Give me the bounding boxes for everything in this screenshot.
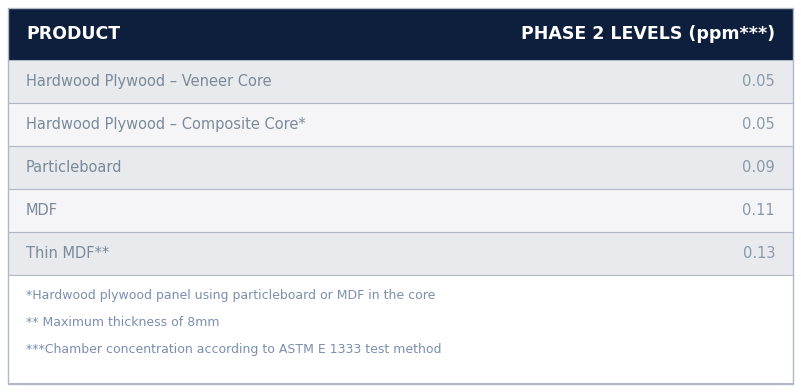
Text: Hardwood Plywood – Veneer Core: Hardwood Plywood – Veneer Core <box>26 74 272 89</box>
Text: PHASE 2 LEVELS (ppm***): PHASE 2 LEVELS (ppm***) <box>521 25 775 43</box>
Text: 0.05: 0.05 <box>743 117 775 132</box>
Text: Hardwood Plywood – Composite Core*: Hardwood Plywood – Composite Core* <box>26 117 306 132</box>
Bar <box>8 60 793 103</box>
Bar <box>8 8 793 60</box>
Text: 0.13: 0.13 <box>743 246 775 261</box>
Bar <box>8 232 793 275</box>
Bar <box>8 103 793 146</box>
Bar <box>8 189 793 232</box>
Text: MDF: MDF <box>26 203 58 218</box>
Text: ** Maximum thickness of 8mm: ** Maximum thickness of 8mm <box>26 316 219 329</box>
Text: Particleboard: Particleboard <box>26 160 123 175</box>
Text: 0.05: 0.05 <box>743 74 775 89</box>
Text: 0.09: 0.09 <box>743 160 775 175</box>
Bar <box>8 146 793 189</box>
Bar <box>8 275 793 384</box>
Text: *Hardwood plywood panel using particleboard or MDF in the core: *Hardwood plywood panel using particlebo… <box>26 289 436 302</box>
Text: PRODUCT: PRODUCT <box>26 25 120 43</box>
Text: 0.11: 0.11 <box>743 203 775 218</box>
Text: Thin MDF**: Thin MDF** <box>26 246 109 261</box>
Text: ***Chamber concentration according to ASTM E 1333 test method: ***Chamber concentration according to AS… <box>26 343 441 356</box>
